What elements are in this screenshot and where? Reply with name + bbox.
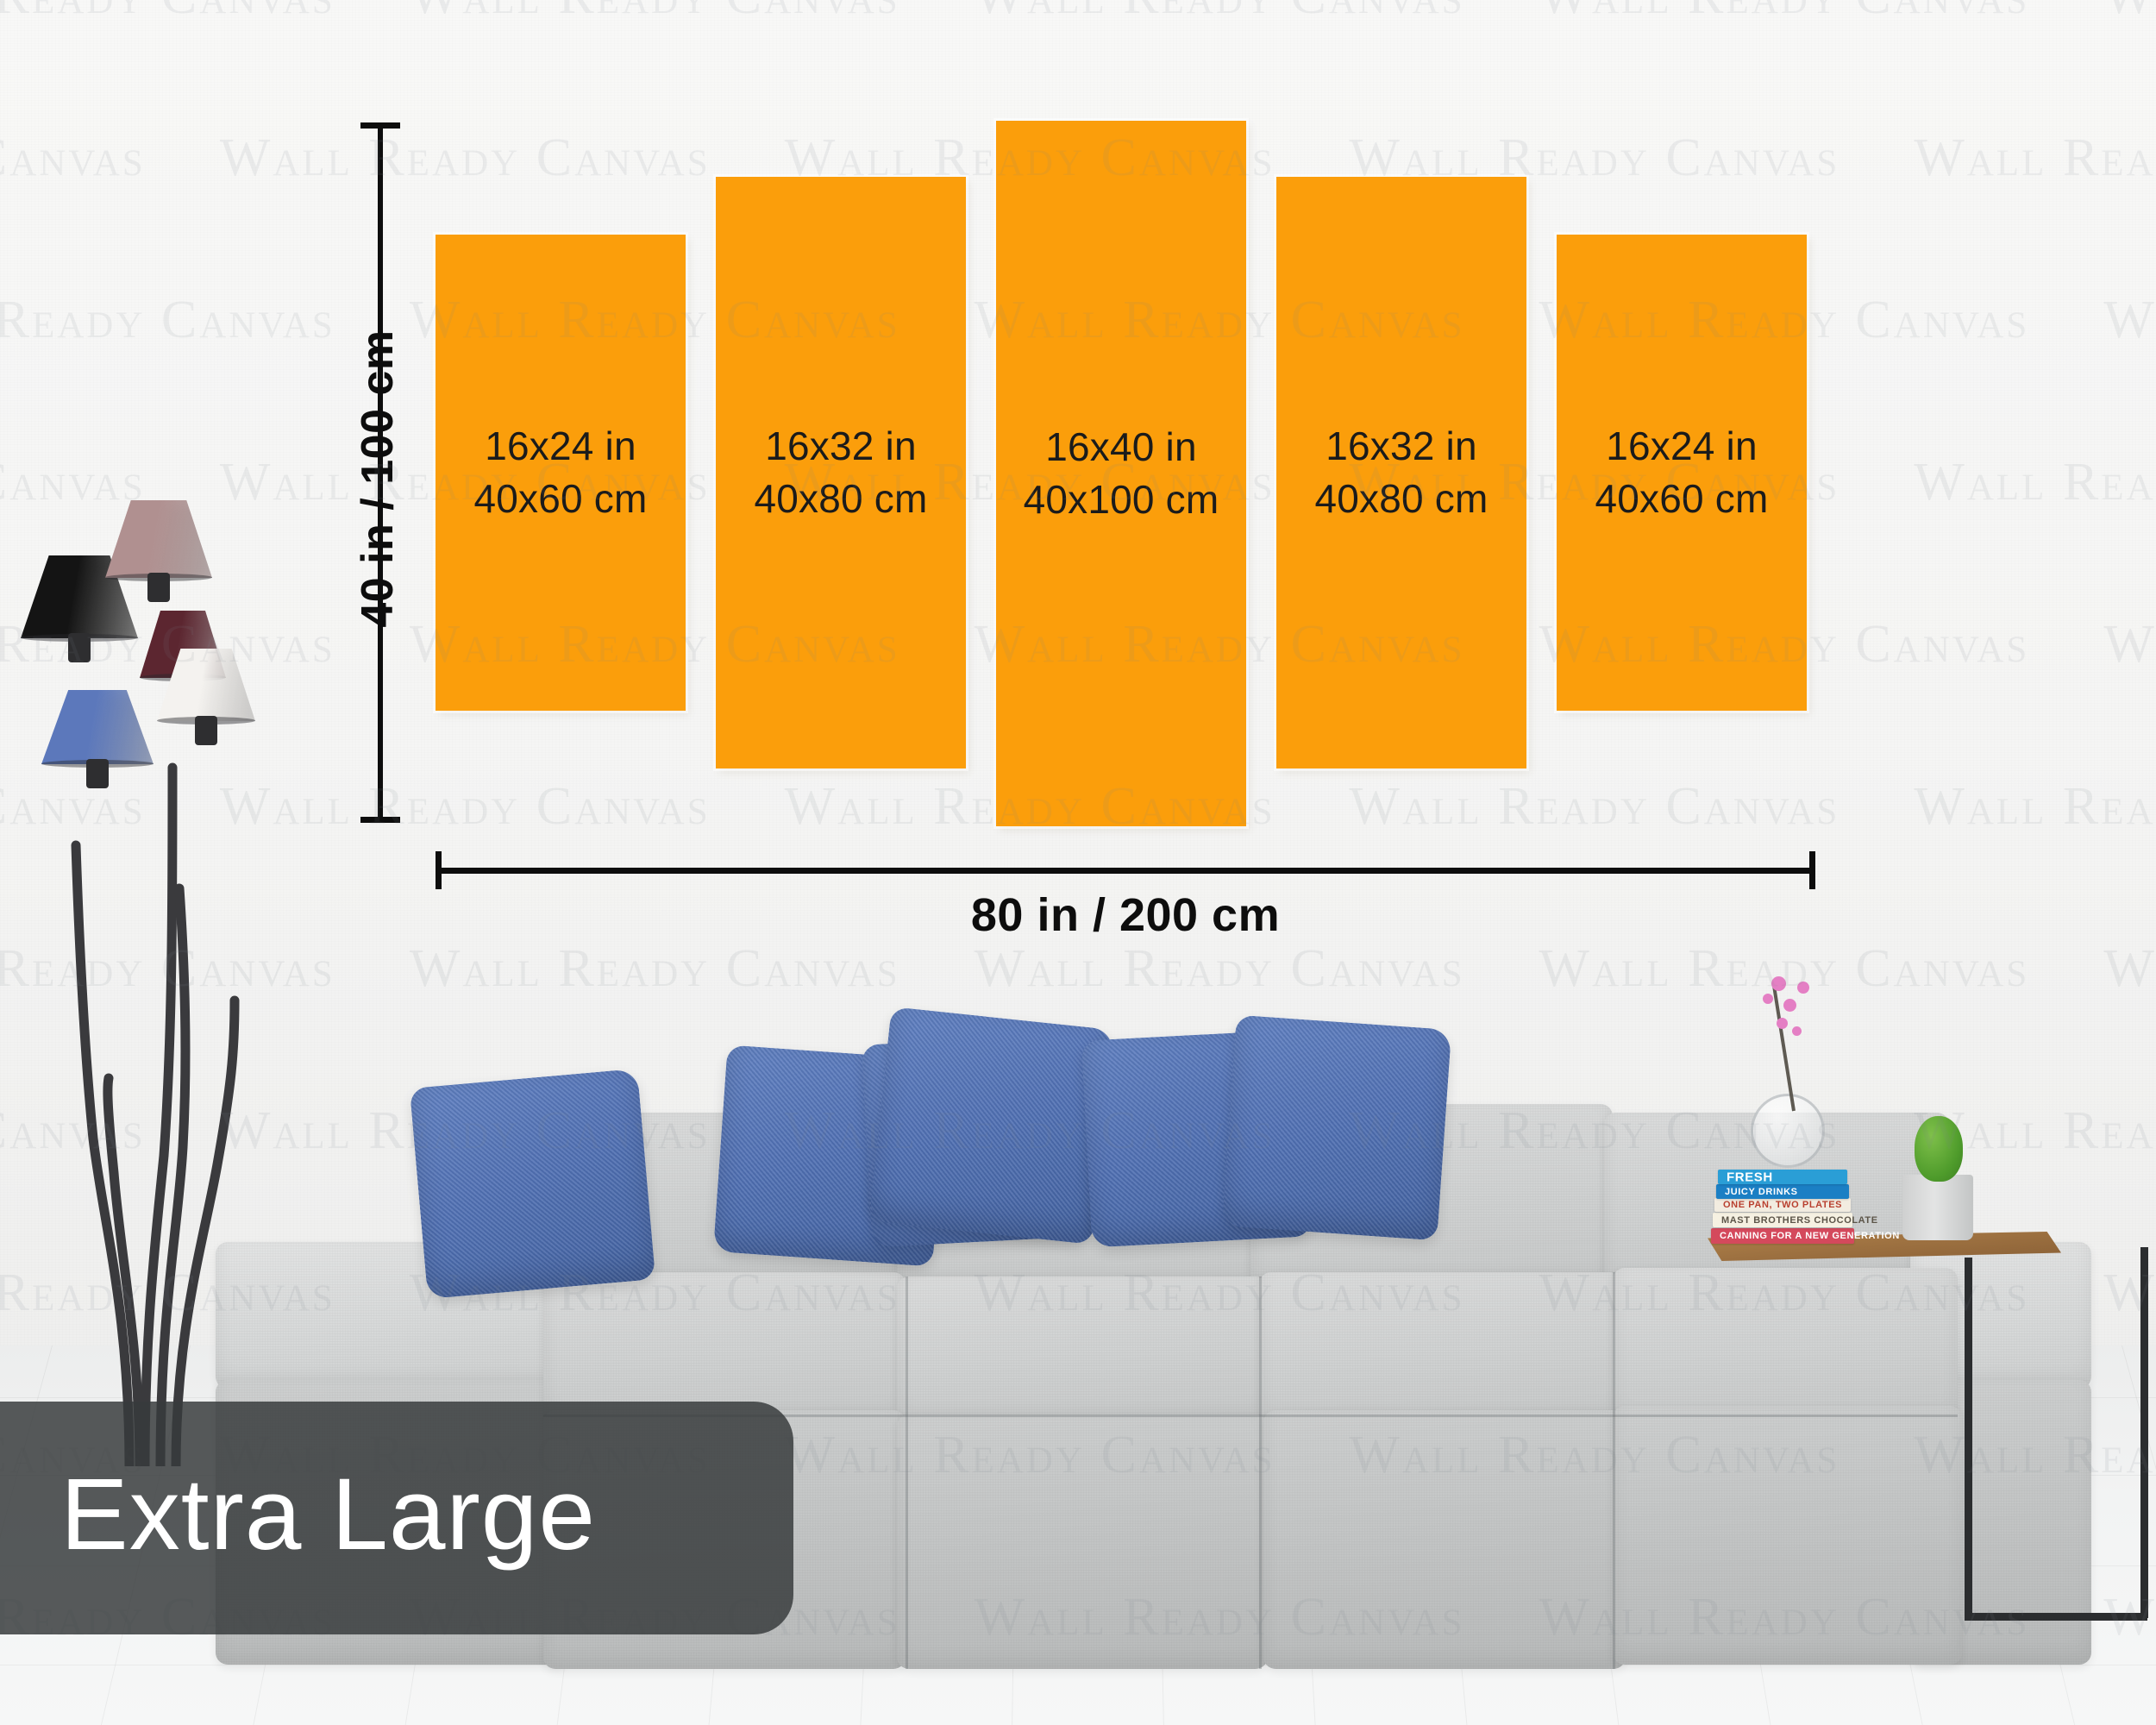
canvas-panel-5[interactable]: 16x24 in 40x60 cm — [1557, 235, 1807, 711]
book-spine — [1716, 1184, 1849, 1199]
book-spine — [1713, 1213, 1852, 1227]
panel-1-size-cm: 40x60 cm — [473, 476, 648, 521]
size-badge: Extra Large — [0, 1402, 793, 1634]
sofa-seat-cushion — [1259, 1272, 1621, 1423]
sofa-seat-cushion — [543, 1272, 906, 1423]
lamp-stems — [71, 762, 240, 1466]
side-table-leg-stretcher — [1965, 1613, 2147, 1621]
book-spine — [1718, 1170, 1847, 1184]
cherry-blossom — [1777, 1018, 1788, 1029]
glass-vase — [1751, 1094, 1825, 1168]
lamp-socket — [147, 573, 170, 602]
cherry-blossom — [1797, 982, 1809, 994]
side-table-leg — [1965, 1258, 1972, 1620]
height-dim-label: 40 in / 100 cm — [353, 329, 403, 628]
book-title: JUICY DRINKS — [1725, 1186, 1798, 1197]
panel-5-size-cm: 40x60 cm — [1595, 476, 1769, 521]
sofa-base-block — [897, 1414, 1268, 1669]
panel-5-size-in: 16x24 in — [1606, 423, 1758, 469]
height-dim-line — [378, 122, 383, 823]
sofa-seat-cushion — [1613, 1268, 1958, 1423]
panel-2-size-in: 16x32 in — [765, 423, 917, 469]
panel-3-size-cm: 40x100 cm — [1023, 477, 1219, 522]
floor-lamp — [0, 483, 345, 1466]
canvas-panel-group: 16x24 in 40x60 cm 16x32 in 40x80 cm 16x4… — [0, 0, 2156, 862]
panel-4-size-cm: 40x80 cm — [1314, 476, 1489, 521]
width-dim-line — [436, 868, 1815, 874]
panel-1-size-in: 16x24 in — [485, 423, 636, 469]
book-title: ONE PAN, TWO PLATES — [1723, 1200, 1843, 1210]
panel-2-size-cm: 40x80 cm — [754, 476, 928, 521]
sofa-seam — [906, 1276, 908, 1669]
side-table: CANNING FOR A NEW GENERATION MAST BROTHER… — [1708, 976, 2156, 1647]
sofa-base-block — [1613, 1406, 1962, 1665]
sofa-seam — [543, 1414, 1958, 1417]
lamp-socket — [86, 759, 109, 788]
canvas-panel-1[interactable]: 16x24 in 40x60 cm — [436, 235, 686, 711]
size-badge-label: Extra Large — [60, 1458, 596, 1571]
sofa-seam — [1613, 1272, 1615, 1669]
panel-4-size-in: 16x32 in — [1326, 423, 1477, 469]
cactus-plant — [1915, 1116, 1963, 1182]
width-dim-cap-right — [1809, 851, 1815, 889]
panel-3-size-in: 16x40 in — [1045, 424, 1197, 470]
cherry-blossom — [1771, 976, 1786, 991]
lamp-socket — [195, 716, 217, 745]
book-title: MAST BROTHERS CHOCOLATE — [1721, 1214, 1878, 1226]
cherry-blossom — [1783, 999, 1796, 1012]
book-title: FRESH — [1727, 1170, 1773, 1184]
cherry-blossom — [1792, 1026, 1802, 1036]
book-spine — [1711, 1228, 1854, 1244]
book-title: CANNING FOR A NEW GENERATION — [1720, 1231, 1900, 1241]
side-table-leg — [2140, 1247, 2148, 1618]
canvas-panel-4[interactable]: 16x32 in 40x80 cm — [1276, 177, 1526, 768]
lamp-socket — [68, 633, 91, 662]
canvas-panel-2[interactable]: 16x32 in 40x80 cm — [716, 177, 966, 768]
canvas-panel-3[interactable]: 16x40 in 40x100 cm — [996, 121, 1246, 826]
sofa-seam — [1259, 1276, 1262, 1669]
height-dim-cap-bottom — [360, 817, 400, 823]
concrete-planter — [1902, 1175, 1973, 1240]
cherry-blossom — [1763, 994, 1773, 1004]
width-dim-label: 80 in / 200 cm — [970, 889, 1281, 941]
sofa-seat-cushion — [897, 1276, 1268, 1423]
book-spine — [1714, 1198, 1851, 1212]
sofa-base-block — [1263, 1410, 1626, 1669]
